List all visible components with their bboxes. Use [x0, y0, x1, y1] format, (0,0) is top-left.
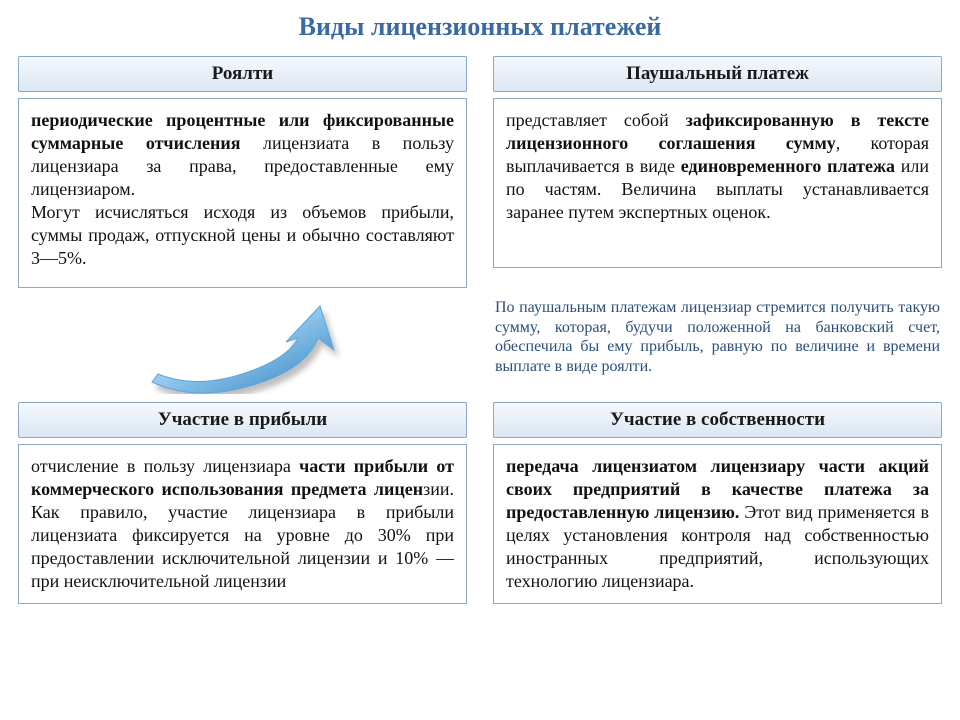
bottom-row: Участие в прибыли отчисление в пользу ли…: [18, 402, 942, 604]
page-title: Виды лицензионных платежей: [18, 12, 942, 42]
col-royalty: Роялти периодические процентные или фикс…: [18, 56, 467, 288]
body-ownership-share: передача лицензиатом лицензиару части ак…: [493, 444, 942, 604]
note-text: По паушальным платежам лицензиар стремит…: [493, 294, 942, 376]
body-profit-share: отчисление в пользу лицензиара части при…: [18, 444, 467, 604]
col-lump-sum: Паушальный платеж представляет собой заф…: [493, 56, 942, 288]
arrow-cell: [18, 294, 467, 394]
header-royalty: Роялти: [18, 56, 467, 92]
header-ownership-share: Участие в собственности: [493, 402, 942, 438]
body-lump-sum: представляет собой зафиксированную в тек…: [493, 98, 942, 268]
header-lump-sum: Паушальный платеж: [493, 56, 942, 92]
header-profit-share: Участие в прибыли: [18, 402, 467, 438]
col-profit-share: Участие в прибыли отчисление в пользу ли…: [18, 402, 467, 604]
col-ownership-share: Участие в собственности передача лицензи…: [493, 402, 942, 604]
middle-row: По паушальным платежам лицензиар стремит…: [18, 294, 942, 394]
top-row: Роялти периодические процентные или фикс…: [18, 56, 942, 288]
curved-arrow-icon: [138, 302, 348, 394]
body-royalty: периодические процентные или фиксированн…: [18, 98, 467, 288]
